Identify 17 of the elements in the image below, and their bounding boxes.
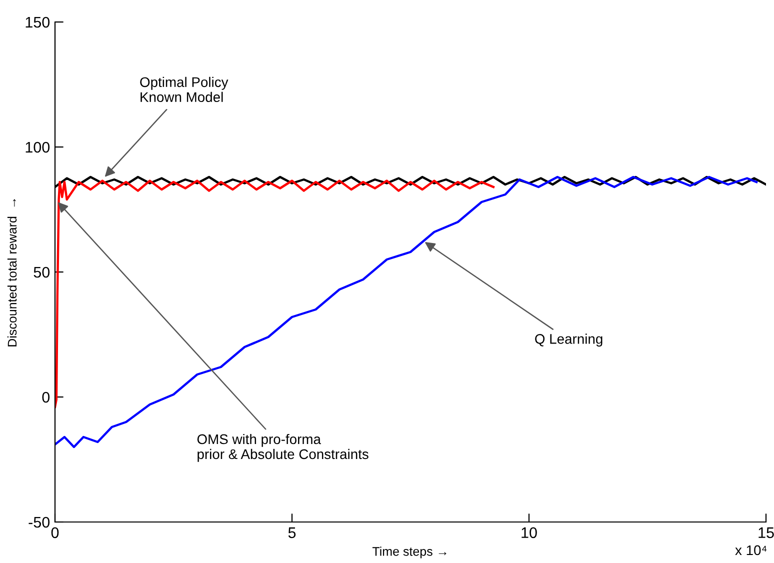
y-tick-label: 50 — [34, 266, 50, 278]
x-tick-label: 15 — [758, 527, 774, 538]
x-tick-label: 5 — [288, 527, 296, 538]
x-tick-label: 10 — [522, 527, 537, 538]
y-tick-label: -50 — [28, 516, 50, 528]
line-series — [55, 180, 495, 408]
line-series — [55, 176, 758, 448]
annotation: Optimal Policy Known Model — [140, 76, 228, 102]
x-tick-label: 0 — [51, 527, 59, 538]
text: x 10⁴ — [735, 545, 767, 556]
y-tick-label: 0 — [42, 392, 50, 403]
x-axis-title: Time steps → — [372, 546, 446, 558]
annotation: OMS with pro-forma prior & Absolute Constraints — [197, 434, 368, 462]
y-tick-label: 150 — [26, 16, 50, 28]
y-axis-title: Discounted total reward → — [7, 199, 17, 346]
y-tick-label: 100 — [26, 142, 50, 153]
annotation: Q Learning — [535, 334, 602, 347]
